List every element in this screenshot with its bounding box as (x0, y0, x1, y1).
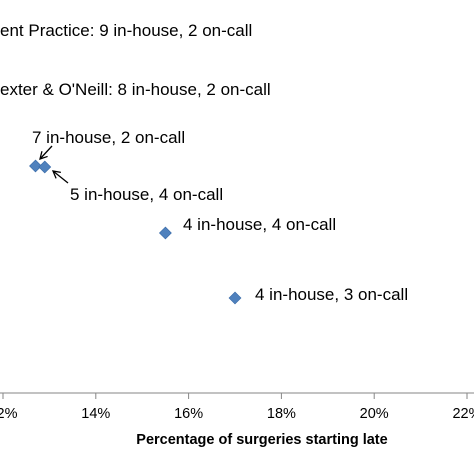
x-tick-label: 12% (0, 406, 18, 422)
annotation-dexter-oneill: exter & O'Neill: 8 in-house, 2 on-call (0, 80, 271, 99)
x-tick-label: 20% (360, 406, 389, 422)
data-point-marker (29, 159, 42, 173)
x-axis-ticks: 12% 14% 16% 18% 20% 22% (0, 393, 474, 422)
x-tick-label: 14% (81, 406, 110, 422)
x-tick-label: 18% (267, 406, 296, 422)
point-labels: 7 in-house, 2 on-call 5 in-house, 4 on-ca… (32, 128, 408, 304)
annotations: ent Practice: 9 in-house, 2 on-call exte… (0, 21, 271, 99)
leader-arrows (39, 145, 69, 184)
data-point-label: 4 in-house, 3 on-call (255, 285, 408, 304)
arrowhead (39, 151, 48, 160)
data-point-marker (38, 160, 52, 174)
arrowhead (51, 170, 61, 179)
data-point-label: 7 in-house, 2 on-call (32, 128, 185, 147)
x-tick-label: 16% (174, 406, 203, 422)
data-point-marker (158, 226, 172, 240)
annotation-current-practice: ent Practice: 9 in-house, 2 on-call (0, 21, 252, 40)
data-point-label: 5 in-house, 4 on-call (70, 185, 223, 204)
x-axis-title: Percentage of surgeries starting late (136, 432, 387, 448)
data-point-marker (228, 291, 242, 305)
x-tick-label: 22% (452, 406, 474, 422)
leader-arrow (52, 170, 69, 184)
data-points (29, 159, 242, 305)
data-point-label: 4 in-house, 4 on-call (183, 215, 336, 234)
leader-arrow (39, 145, 53, 160)
